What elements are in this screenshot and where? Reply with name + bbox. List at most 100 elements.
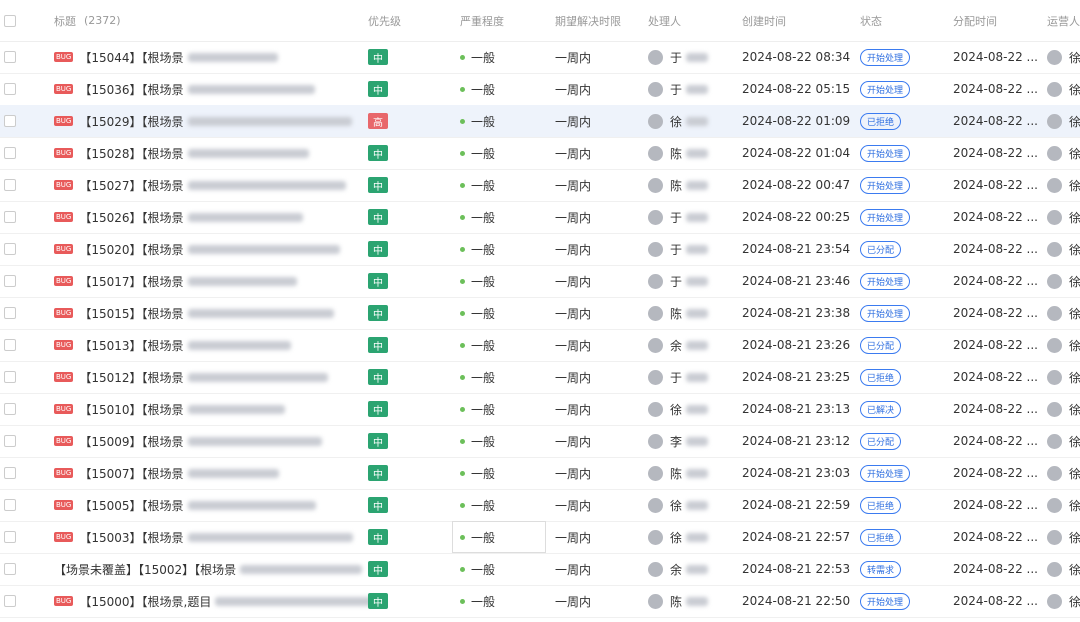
table-row[interactable]: BUG 【15007】【根场景 中 一般 一周内 陈 2024-08-21 23:03 开始处… xyxy=(0,457,1080,490)
assigned-time: 2024-08-22 ... xyxy=(953,82,1038,96)
severity: 一般 xyxy=(471,530,496,545)
avatar xyxy=(648,593,663,609)
severity-cell: 一般 xyxy=(460,105,495,137)
priority-cell: 中 xyxy=(368,137,388,169)
row-checkbox[interactable] xyxy=(4,435,16,447)
table-row[interactable]: BUG 【15012】【根场景 中 一般 一周内 于 2024-08-21 23:25 已拒绝… xyxy=(0,361,1080,394)
assigned-cell: 2024-08-22 ... xyxy=(953,105,1038,137)
table-row[interactable]: BUG 【15010】【根场景 中 一般 一周内 徐 2024-08-21 23:13 已解决… xyxy=(0,393,1080,426)
assigned-cell: 2024-08-22 ... xyxy=(953,329,1038,361)
blurred-text xyxy=(187,244,340,254)
priority-cell: 中 xyxy=(368,233,388,265)
status-pill: 已解决 xyxy=(860,400,902,418)
created-time: 2024-08-21 23:25 xyxy=(742,370,851,384)
bug-tag: BUG xyxy=(54,180,74,190)
operator: 徐 xyxy=(1069,466,1080,481)
blurred-text xyxy=(686,404,709,414)
title: 【15003】【根场景 xyxy=(79,530,184,545)
table-row[interactable]: BUG 【15036】【根场景 中 一般 一周内 于 2024-08-22 05:15 开始处… xyxy=(0,73,1080,106)
avatar xyxy=(648,305,663,321)
table-row[interactable]: BUG 【15000】【根场景,题目 中 一般 一周内 陈 2024-08-21 22:50… xyxy=(0,585,1080,618)
severity-dot xyxy=(460,566,465,572)
select-all-checkbox[interactable] xyxy=(4,14,16,27)
handler: 于 xyxy=(670,82,683,97)
severity-dot xyxy=(460,150,465,156)
row-checkbox[interactable] xyxy=(4,211,16,223)
table-row[interactable]: BUG 【15027】【根场景 中 一般 一周内 陈 2024-08-22 00:47 开始处… xyxy=(0,169,1080,202)
table-row[interactable]: BUG 【15029】【根场景 高 一般 一周内 徐 2024-08-22 01:09 已拒绝… xyxy=(0,105,1080,138)
table-row[interactable]: BUG 【15028】【根场景 中 一般 一周内 陈 2024-08-22 01:04 开始处… xyxy=(0,137,1080,170)
operator-cell: 徐 xyxy=(1047,457,1080,489)
column-label: 运营人员 xyxy=(1047,14,1080,28)
status-cell: 开始处理 xyxy=(860,41,911,73)
table-row[interactable]: 【场景未覆盖】【15002】【根场景 中 一般 一周内 余 2024-08-21 22:5… xyxy=(0,553,1080,586)
handler: 李 xyxy=(670,434,683,449)
blurred-text xyxy=(215,596,375,606)
row-checkbox[interactable] xyxy=(4,595,16,607)
avatar xyxy=(648,113,663,129)
severity: 一般 xyxy=(471,562,496,577)
bug-tag: BUG xyxy=(54,308,74,318)
blurred-text xyxy=(686,532,709,542)
priority-badge: 中 xyxy=(368,49,388,65)
row-checkbox[interactable] xyxy=(4,115,16,127)
assigned-time: 2024-08-22 ... xyxy=(953,242,1038,256)
severity-dot xyxy=(460,502,465,508)
column-header: 分配时间 xyxy=(953,0,997,41)
avatar xyxy=(1047,497,1062,513)
table-row[interactable]: BUG 【15044】【根场景 中 一般 一周内 于 2024-08-22 08:34 开始处… xyxy=(0,41,1080,74)
title-cell: BUG 【15000】【根场景,题目 xyxy=(54,585,375,617)
severity-edit-box xyxy=(452,521,546,553)
operator-cell: 徐 xyxy=(1047,105,1080,137)
blurred-text xyxy=(187,276,297,286)
row-checkbox[interactable] xyxy=(4,307,16,319)
status-cell: 已拒绝 xyxy=(860,489,902,521)
row-checkbox[interactable] xyxy=(4,403,16,415)
title-cell: BUG 【15027】【根场景 xyxy=(54,169,346,201)
title-cell: 【场景未覆盖】【15002】【根场景 xyxy=(54,553,363,585)
severity-cell: 一般 xyxy=(460,73,495,105)
table-row[interactable]: BUG 【15009】【根场景 中 一般 一周内 李 2024-08-21 23:12 已分配… xyxy=(0,425,1080,458)
table-row[interactable]: BUG 【15005】【根场景 中 一般 一周内 徐 2024-08-21 22:59 已拒绝… xyxy=(0,489,1080,522)
status-pill: 已拒绝 xyxy=(860,528,902,546)
row-checkbox[interactable] xyxy=(4,51,16,63)
handler: 于 xyxy=(670,370,683,385)
row-checkbox[interactable] xyxy=(4,339,16,351)
avatar xyxy=(1047,593,1062,609)
deadline: 一周内 xyxy=(555,402,592,417)
operator: 徐 xyxy=(1069,50,1080,65)
table-row[interactable]: BUG 【15003】【根场景 中 一般 一周内 徐 2024-08-21 22:57 已拒绝… xyxy=(0,521,1080,554)
row-checkbox[interactable] xyxy=(4,179,16,191)
severity-dot xyxy=(460,118,465,124)
avatar xyxy=(648,337,663,353)
row-checkbox[interactable] xyxy=(4,275,16,287)
assigned-time: 2024-08-22 ... xyxy=(953,50,1038,64)
deadline-cell: 一周内 xyxy=(555,233,591,265)
deadline: 一周内 xyxy=(555,82,592,97)
table-row[interactable]: BUG 【15020】【根场景 中 一般 一周内 于 2024-08-21 23:54 已分配… xyxy=(0,233,1080,266)
row-checkbox[interactable] xyxy=(4,563,16,575)
table-row[interactable]: BUG 【15013】【根场景 中 一般 一周内 余 2024-08-21 23:26 已分配… xyxy=(0,329,1080,362)
column-label: 期望解决时限 xyxy=(555,14,621,28)
row-checkbox[interactable] xyxy=(4,83,16,95)
table-row[interactable]: BUG 【15026】【根场景 中 一般 一周内 于 2024-08-22 00:25 开始处… xyxy=(0,201,1080,234)
row-checkbox[interactable] xyxy=(4,499,16,511)
row-checkbox[interactable] xyxy=(4,371,16,383)
table-row[interactable]: BUG 【15015】【根场景 中 一般 一周内 陈 2024-08-21 23:38 开始处… xyxy=(0,297,1080,330)
severity-dot xyxy=(460,406,465,412)
avatar xyxy=(1047,433,1062,449)
title-cell: BUG 【15007】【根场景 xyxy=(54,457,279,489)
row-checkbox[interactable] xyxy=(4,243,16,255)
bug-tag: BUG xyxy=(54,532,74,542)
created-time: 2024-08-22 01:04 xyxy=(742,146,851,160)
row-checkbox[interactable] xyxy=(4,147,16,159)
created-time: 2024-08-22 00:25 xyxy=(742,210,851,224)
severity-dot xyxy=(460,534,465,540)
table-row[interactable]: BUG 【15017】【根场景 中 一般 一周内 于 2024-08-21 23:46 开始处… xyxy=(0,265,1080,298)
row-checkbox[interactable] xyxy=(4,467,16,479)
severity: 一般 xyxy=(471,434,496,449)
deadline: 一周内 xyxy=(555,306,592,321)
title-cell: BUG 【15010】【根场景 xyxy=(54,393,285,425)
deadline-cell: 一周内 xyxy=(555,137,591,169)
row-checkbox[interactable] xyxy=(4,531,16,543)
